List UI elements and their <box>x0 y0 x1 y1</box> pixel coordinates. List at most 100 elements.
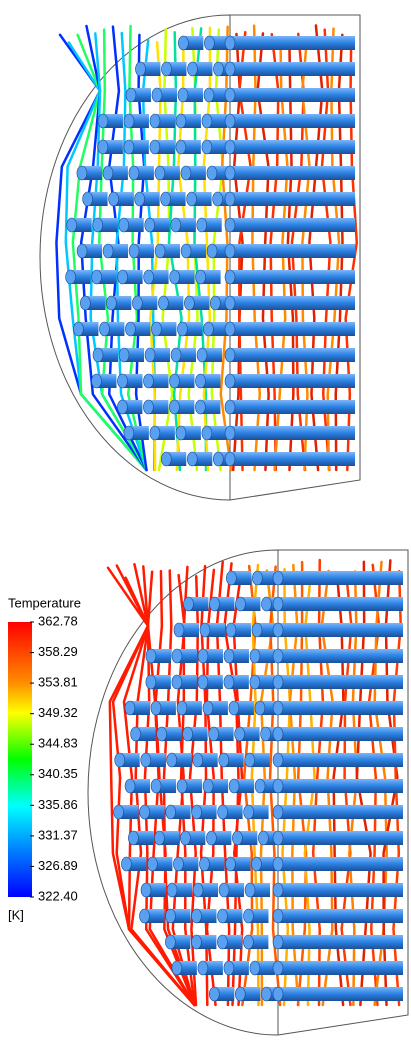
tube <box>230 244 355 258</box>
tube <box>278 753 403 767</box>
tube-end <box>77 166 87 180</box>
tube-end <box>93 218 103 232</box>
tube-end <box>109 192 119 206</box>
tube-end <box>207 244 217 258</box>
tube-end <box>176 114 186 128</box>
tube-end <box>119 348 129 362</box>
tube-end <box>172 649 182 663</box>
tube-end <box>200 623 210 637</box>
tube <box>230 62 355 76</box>
tube-end <box>184 296 194 310</box>
tube-end <box>213 452 223 466</box>
tube-end <box>135 192 145 206</box>
tube <box>230 270 355 284</box>
tube-end <box>166 805 176 819</box>
tube-end <box>140 805 150 819</box>
tube-end <box>273 675 283 689</box>
tube-end <box>193 883 203 897</box>
tube <box>230 400 355 414</box>
tube-end <box>91 374 101 388</box>
tube-end <box>225 374 235 388</box>
tick-label: 353.81 <box>38 675 78 690</box>
tube-end <box>218 805 228 819</box>
tube <box>230 348 355 362</box>
tube-end <box>258 831 268 845</box>
tick-label: 344.83 <box>38 736 78 751</box>
tick-label: 331.37 <box>38 827 78 842</box>
tube-end <box>224 675 234 689</box>
tube-end <box>167 753 177 767</box>
tube-end <box>273 935 283 949</box>
tube <box>278 857 403 871</box>
tube-end <box>187 192 197 206</box>
tube-end <box>144 270 154 284</box>
tube-end <box>178 88 188 102</box>
tube-end <box>202 140 212 154</box>
tube <box>230 452 355 466</box>
tube-end <box>99 322 109 336</box>
tube-end <box>225 322 235 336</box>
tube-end <box>132 296 142 310</box>
tube-end <box>161 62 171 76</box>
tube-end <box>229 779 239 793</box>
tube-end <box>225 857 235 871</box>
tube <box>278 649 403 663</box>
tube-end <box>255 701 265 715</box>
tube-end <box>124 114 134 128</box>
tube-end <box>210 296 220 310</box>
tube-end <box>199 857 209 871</box>
tube-end <box>273 961 283 975</box>
tube-end <box>226 571 236 585</box>
tube-end <box>191 909 201 923</box>
tube-end <box>235 597 245 611</box>
tube-end <box>225 218 235 232</box>
tube-end <box>169 374 179 388</box>
tube <box>278 831 403 845</box>
tube-end <box>146 649 156 663</box>
tube-end <box>273 805 283 819</box>
tube <box>278 883 403 897</box>
tube-end <box>225 192 235 206</box>
tube-end <box>183 597 193 611</box>
tube <box>278 597 403 611</box>
tube <box>230 114 355 128</box>
tube-end <box>250 675 260 689</box>
tube-end <box>261 597 271 611</box>
tube-end <box>196 270 206 284</box>
tube <box>278 909 403 923</box>
tube-end <box>151 779 161 793</box>
tube-end <box>235 727 245 741</box>
tube-end <box>114 805 124 819</box>
tube-end <box>129 244 139 258</box>
cfd-scenes <box>40 15 408 1035</box>
tube-end <box>117 400 127 414</box>
tube-end <box>225 452 235 466</box>
tube-end <box>155 244 165 258</box>
tube-end <box>117 374 127 388</box>
tube-end <box>180 831 190 845</box>
tube-end <box>143 374 153 388</box>
tube-end <box>124 140 134 154</box>
tube-end <box>119 218 129 232</box>
tube-end <box>191 935 201 949</box>
tick-label: 362.78 <box>38 613 78 628</box>
tube-end <box>273 883 283 897</box>
tube-end <box>176 140 186 154</box>
tube-end <box>224 961 234 975</box>
tube-end <box>77 244 87 258</box>
tube-end <box>145 348 155 362</box>
tube-end <box>245 753 255 767</box>
tube-end <box>217 935 227 949</box>
tube <box>278 961 403 975</box>
tube-end <box>252 623 262 637</box>
tube-end <box>198 961 208 975</box>
tick-label: 326.89 <box>38 858 78 873</box>
tube-end <box>209 597 219 611</box>
tube-end <box>151 322 161 336</box>
tube-end <box>197 218 207 232</box>
tube-end <box>125 701 135 715</box>
tube-end <box>66 270 76 284</box>
tube-end <box>251 857 261 871</box>
tube-end <box>225 114 235 128</box>
tube-end <box>143 400 153 414</box>
